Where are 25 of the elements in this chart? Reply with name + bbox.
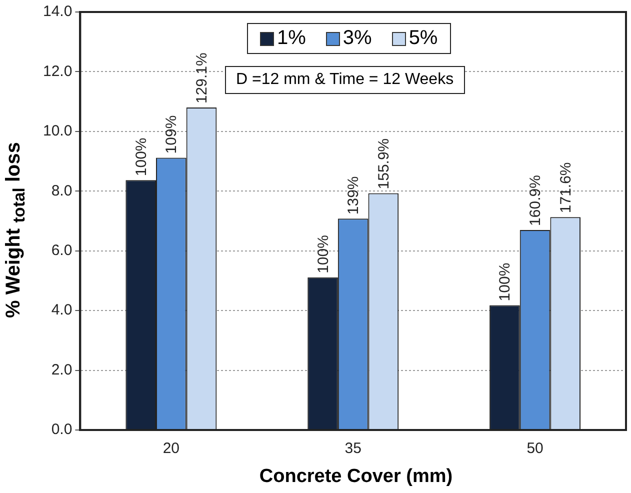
legend-label: 3%: [342, 27, 372, 50]
x-tick-label: 20: [162, 440, 180, 458]
annotation: 160.9%: [527, 175, 544, 226]
y-tick-label: 10.0: [42, 122, 72, 140]
y-tick-label: 2.0: [51, 361, 72, 378]
x-tick-label: 50: [526, 440, 544, 458]
annotation: 139%: [345, 176, 362, 215]
annotation: 171.6%: [557, 162, 574, 214]
annotation: 155.9%: [375, 138, 392, 190]
annotation: 100%: [132, 138, 150, 176]
annotation: 100%: [314, 235, 332, 274]
y-tick-label: 12.0: [42, 62, 72, 80]
legend-label: 5%: [408, 27, 438, 50]
y-tick-label: 0.0: [51, 421, 72, 438]
annotation: 100%: [496, 262, 514, 302]
y-tick-label: 14.0: [42, 3, 72, 20]
annotation: 129.1%: [193, 52, 210, 104]
x-tick-label: 35: [344, 440, 362, 458]
y-tick-label: 4.0: [51, 302, 72, 319]
y-tick-label: 8.0: [51, 182, 72, 200]
y-tick-label: 6.0: [51, 242, 72, 259]
annotation: 109%: [163, 115, 180, 154]
legend-label: 1%: [277, 27, 306, 50]
annotation: D =12 mm & Time = 12 Weeks: [225, 66, 465, 94]
x-axis-title: Concrete Cover (mm): [258, 466, 454, 488]
